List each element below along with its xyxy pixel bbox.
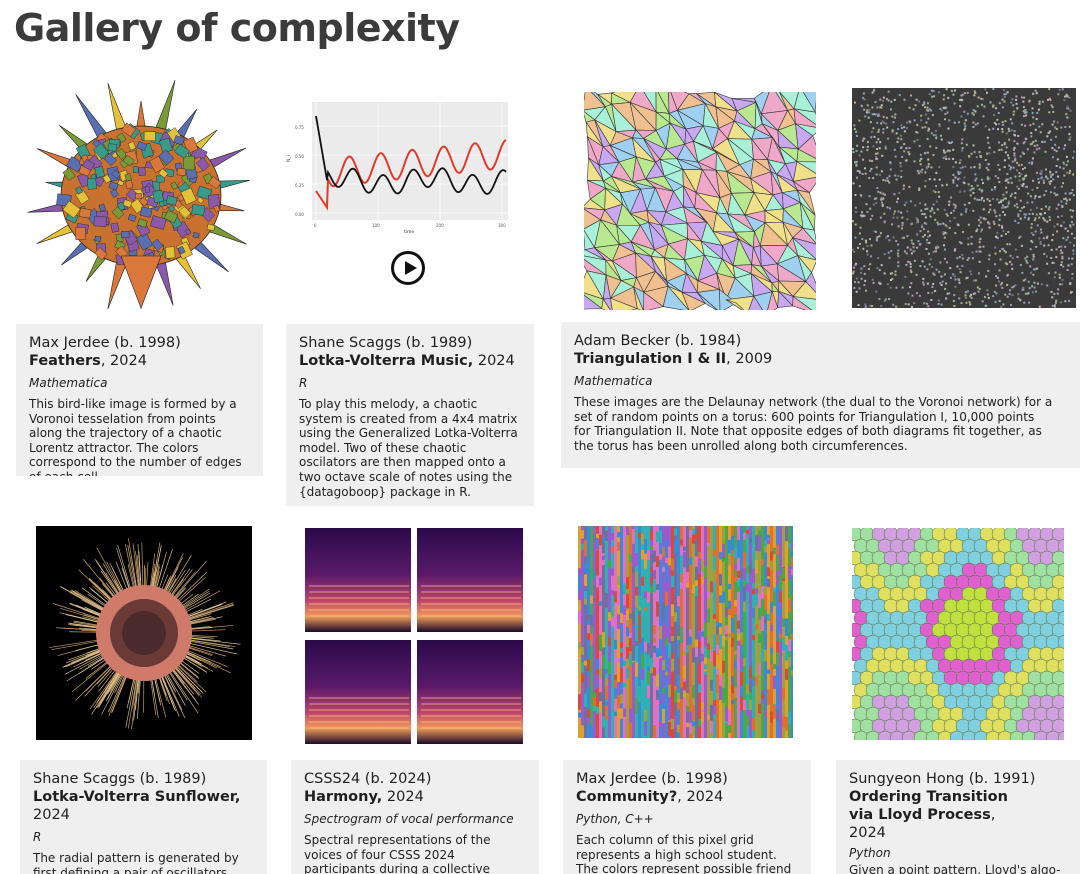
plot-xlabel: time	[404, 229, 414, 234]
artwork-harmony[interactable]	[305, 528, 525, 744]
card-medium: Mathematica	[574, 374, 653, 388]
triangulation-ii-image	[852, 88, 1076, 308]
card-title: Triangulation I & II	[574, 351, 727, 367]
card-artist: Max Jerdee (b. 1998)	[576, 771, 728, 787]
card-artist: Sungyeon Hong (b. 1991)	[849, 771, 1036, 787]
triangulation-i-image	[584, 92, 816, 310]
card-description: To play this melody, a chaotic system is…	[299, 397, 518, 499]
card-title: Harmony,	[304, 789, 383, 805]
card-work: Triangulation I & II, 2009	[574, 350, 1068, 368]
card-year: , 2024	[677, 789, 724, 805]
card-year: 2024	[382, 789, 424, 805]
card-artist: Adam Becker (b. 1984)	[574, 333, 742, 349]
spectrogram-image	[305, 528, 523, 744]
card-year: 2024	[33, 807, 70, 823]
card-medium: Mathematica	[29, 376, 108, 390]
card-medium: Python, C++	[576, 812, 654, 826]
artwork-triangulation-2[interactable]	[852, 88, 1076, 308]
sunflower-image	[36, 526, 252, 740]
caption-card-harmony: CSSS24 (b. 2024) Harmony, 2024 Spectrogr…	[291, 760, 539, 874]
card-artist: Shane Scaggs (b. 1989)	[33, 771, 207, 787]
artwork-lv-sunflower[interactable]	[36, 526, 252, 740]
card-title: Ordering Transition via Lloyd Process	[849, 789, 1008, 823]
plot-xtick-0: 0	[314, 223, 317, 228]
card-work: Ordering Transition via Lloyd Process, 2…	[849, 788, 1024, 842]
card-medium: Python	[849, 846, 891, 860]
card-work: Feathers, 2024	[29, 352, 251, 370]
caption-card-lloyd: Sungyeon Hong (b. 1991) Ordering Transit…	[836, 760, 1080, 874]
card-year: , 2024	[849, 807, 996, 841]
card-year: , 2024	[100, 353, 147, 369]
card-description: The radial pattern is generated by first…	[33, 851, 239, 874]
caption-card-lv-music: Shane Scaggs (b. 1989) Lotka-Volterra Mu…	[286, 324, 534, 506]
card-work: Community?, 2024	[576, 788, 799, 806]
card-title: Lotka-Volterra Music,	[299, 353, 474, 369]
card-artist: CSSS24 (b. 2024)	[304, 771, 432, 787]
card-title: Lotka-Volterra Sunflower,	[33, 789, 241, 805]
card-medium: R	[299, 376, 308, 390]
card-year: 2024	[473, 353, 515, 369]
plot-ytick-3: 0.00	[295, 212, 304, 217]
card-work: Lotka-Volterra Music, 2024	[299, 352, 522, 370]
card-work: Harmony, 2024	[304, 788, 527, 806]
card-medium: R	[33, 830, 42, 844]
card-description: Each column of this pixel grid represent…	[576, 833, 792, 874]
plot-xtick-1: 100	[372, 223, 380, 228]
plot-ytick-2: 0.25	[295, 183, 304, 188]
play-button-icon[interactable]	[391, 251, 425, 285]
card-description: Given a point pattern, Lloyd's algo-rith…	[849, 863, 1061, 874]
artwork-lv-music[interactable]: 0.75 0.50 0.25 0.00 0 100 200 300 time N…	[286, 96, 514, 234]
artwork-feathers[interactable]	[18, 78, 264, 310]
caption-card-community: Max Jerdee (b. 1998) Community?, 2024 Py…	[563, 760, 811, 874]
caption-card-feathers: Max Jerdee (b. 1998) Feathers, 2024 Math…	[16, 324, 263, 476]
plot-ytick-0: 0.75	[295, 125, 304, 130]
card-title: Community?	[576, 789, 678, 805]
community-grid-image	[578, 526, 793, 738]
card-year: , 2009	[726, 351, 773, 367]
card-artist: Shane Scaggs (b. 1989)	[299, 335, 473, 351]
card-description: Spectral representations of the voices o…	[304, 833, 491, 874]
plot-xtick-3: 300	[498, 223, 506, 228]
lotka-volterra-plot: 0.75 0.50 0.25 0.00 0 100 200 300 time N…	[286, 96, 514, 234]
card-description: These images are the Delaunay network (t…	[574, 395, 1053, 453]
card-description: This bird-like image is formed by a Voro…	[29, 397, 242, 476]
card-title: Feathers	[29, 353, 101, 369]
card-artist: Max Jerdee (b. 1998)	[29, 335, 181, 351]
caption-card-lv-sunflower: Shane Scaggs (b. 1989) Lotka-Volterra Su…	[20, 760, 267, 874]
artwork-lloyd[interactable]	[852, 528, 1064, 740]
plot-ytick-1: 0.50	[295, 154, 304, 159]
artwork-triangulation-1[interactable]	[584, 92, 816, 310]
card-work: Lotka-Volterra Sunflower, 2024	[33, 788, 255, 824]
lloyd-process-image	[852, 528, 1064, 740]
page-title: Gallery of complexity	[14, 6, 460, 50]
card-medium: Spectrogram of vocal performance	[304, 812, 514, 826]
artwork-community[interactable]	[578, 526, 793, 738]
plot-ylabel: N_i	[286, 155, 292, 162]
plot-xtick-2: 200	[436, 223, 444, 228]
caption-card-triangulation: Adam Becker (b. 1984) Triangulation I & …	[561, 322, 1080, 468]
feathers-image	[27, 79, 250, 310]
